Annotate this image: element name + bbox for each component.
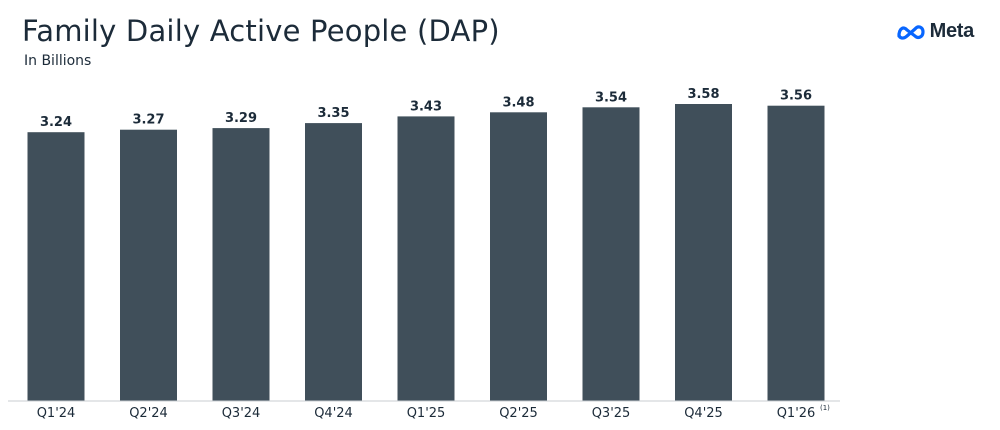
data-label: 3.56 [780,89,812,104]
x-tick-label: Q1'26 [777,406,816,421]
x-tick-label: Q3'24 [222,406,261,421]
data-label: 3.29 [225,111,257,126]
bar-Q2'25 [490,112,547,402]
data-label: 3.24 [40,115,72,130]
x-tick-label: Q1'25 [407,406,446,421]
data-label: 3.43 [410,99,442,114]
bar-Q1'24 [27,132,85,401]
brand-name: Meta [929,20,975,42]
brand-logo: Meta [896,20,974,43]
x-tick-label: Q4'25 [684,406,723,421]
data-label: 3.48 [502,95,534,110]
x-tick-label: Q1'24 [37,406,76,421]
bar-Q4'25 [675,104,732,401]
bar-Q3'25 [582,107,640,402]
data-label: 3.54 [595,90,627,105]
bar-Q3'24 [212,128,270,401]
meta-infinity-logo-icon [897,24,925,40]
chart-title: Family Daily Active People (DAP) [22,14,500,48]
x-tick-label: Q4'24 [314,406,353,421]
footnote-marker: (1) [820,404,830,412]
data-label: 3.58 [687,87,719,102]
data-label: 3.35 [317,106,349,121]
x-tick-label: Q3'25 [592,406,631,421]
data-label: 3.27 [132,113,164,128]
bar-Q4'24 [305,123,362,401]
x-tick-label: Q2'24 [129,406,168,421]
x-tick-label: Q2'25 [499,406,538,421]
bar-Q1'25 [397,116,455,402]
bar-Q2'24 [120,129,177,401]
bar-Q1'26 [767,105,825,401]
chart-subtitle: In Billions [24,53,92,69]
